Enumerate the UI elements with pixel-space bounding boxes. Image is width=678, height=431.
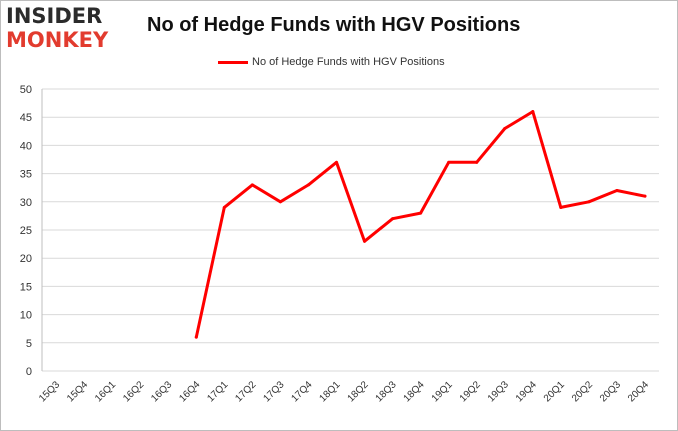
x-tick-label: 17Q4 [289, 379, 314, 404]
data-point [306, 183, 310, 187]
data-point [587, 200, 591, 204]
x-tick-label: 18Q2 [346, 379, 371, 404]
data-point [475, 160, 479, 164]
x-tick-label: 18Q1 [318, 379, 343, 404]
y-tick-label: 20 [20, 253, 32, 265]
data-point [643, 194, 647, 198]
legend-swatch [218, 60, 248, 64]
x-tick-label: 19Q3 [486, 379, 511, 404]
x-tick-label: 19Q2 [458, 379, 483, 404]
x-tick-label: 17Q2 [233, 379, 258, 404]
data-point [419, 211, 423, 215]
data-point [503, 126, 507, 130]
y-tick-label: 0 [26, 366, 32, 378]
data-point [615, 189, 619, 193]
x-tick-label: 15Q4 [65, 379, 90, 404]
y-tick-label: 45 [20, 112, 32, 124]
legend: No of Hedge Funds with HGV Positions [218, 54, 445, 70]
y-tick-label: 35 [20, 169, 32, 181]
data-point [222, 205, 226, 209]
data-point [194, 335, 198, 339]
x-tick-label: 18Q3 [374, 379, 399, 404]
x-tick-label: 17Q1 [205, 379, 230, 404]
y-tick-label: 15 [20, 281, 32, 293]
x-tick-label: 20Q2 [570, 379, 595, 404]
data-point [363, 239, 367, 243]
logo-line-2: MONKEY [6, 28, 109, 52]
y-tick-label: 30 [20, 197, 32, 209]
data-point [278, 200, 282, 204]
data-point [250, 183, 254, 187]
data-point [334, 160, 338, 164]
data-point [559, 205, 563, 209]
x-tick-label: 20Q1 [542, 379, 567, 404]
x-tick-label: 19Q1 [430, 379, 455, 404]
data-point [447, 160, 451, 164]
x-tick-label: 16Q2 [121, 379, 146, 404]
y-tick-label: 10 [20, 310, 32, 322]
legend-label: No of Hedge Funds with HGV Positions [252, 56, 445, 68]
x-tick-label: 20Q3 [598, 379, 623, 404]
y-tick-label: 25 [20, 225, 32, 237]
x-tick-label: 19Q4 [514, 379, 539, 404]
y-tick-label: 5 [26, 338, 32, 350]
x-tick-label: 15Q3 [37, 379, 62, 404]
chart-title: No of Hedge Funds with HGV Positions [147, 14, 521, 36]
x-tick-label: 16Q4 [177, 379, 202, 404]
x-tick-label: 17Q3 [261, 379, 286, 404]
data-point [391, 217, 395, 221]
logo-line-1: INSIDER [6, 4, 103, 28]
y-tick-label: 50 [20, 84, 32, 96]
data-point [531, 110, 535, 114]
insider-monkey-logo: INSIDER MONKEY [6, 4, 128, 54]
y-tick-label: 40 [20, 140, 32, 152]
x-tick-label: 18Q4 [402, 379, 427, 404]
x-tick-label: 20Q4 [626, 379, 651, 404]
x-tick-label: 16Q1 [93, 379, 118, 404]
x-tick-label: 16Q3 [149, 379, 174, 404]
